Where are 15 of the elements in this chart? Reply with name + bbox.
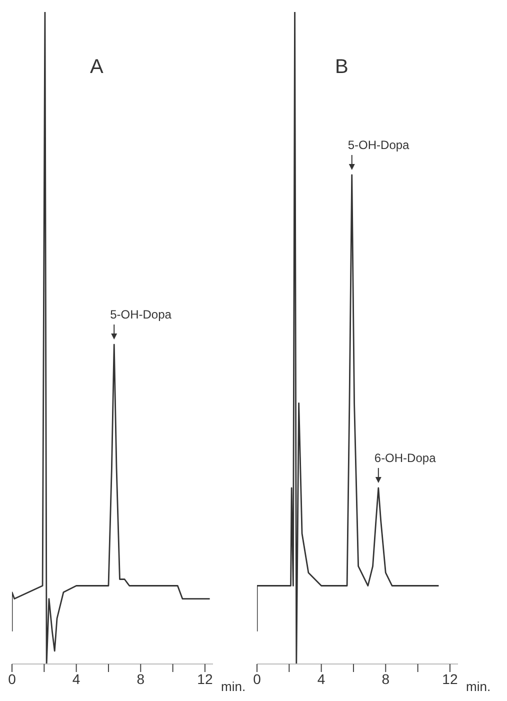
text: A [90,56,104,79]
annotation: 5-OH-Dopa [348,138,410,152]
x-tick-label: 8 [382,670,390,687]
x-tick-label: 12 [197,670,213,687]
x-tick-label: 12 [442,670,458,687]
x-axis-title: min. [466,679,491,694]
x-tick-label: 4 [72,670,80,687]
x-tick-label: 0 [253,670,262,687]
annotation: 6-OH-Dopa [374,450,436,465]
x-tick-label: 8 [136,670,145,687]
annotation: 5-OH-Dopa [110,308,172,322]
x-axis-title: min. [221,679,246,694]
x-tick-label: 0 [8,670,16,687]
text: B [335,56,348,79]
x-tick-label: 4 [317,670,326,687]
